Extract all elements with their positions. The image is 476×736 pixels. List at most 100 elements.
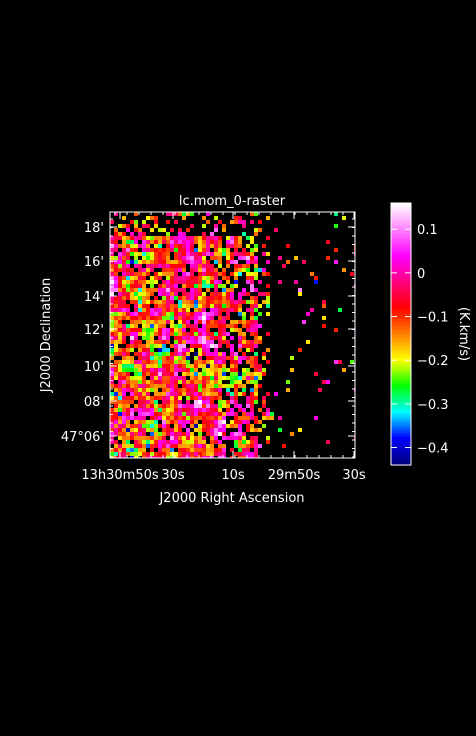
y-tick-label: 47°06'	[61, 430, 104, 445]
raster-pixel	[158, 240, 162, 244]
raster-pixel	[142, 268, 146, 272]
raster-pixel	[278, 256, 282, 260]
colorbar-tick-label: −0.3	[417, 398, 449, 413]
raster-pixel	[138, 436, 142, 440]
raster-pixel	[162, 376, 166, 380]
raster-pixel	[214, 364, 218, 368]
raster-pixel	[234, 364, 238, 368]
raster-pixel	[134, 240, 138, 244]
raster-pixel	[190, 260, 194, 264]
raster-pixel	[242, 372, 246, 376]
raster-pixel	[170, 320, 174, 324]
raster-pixel	[158, 456, 162, 458]
raster-pixel	[198, 412, 202, 416]
raster-pixel	[138, 304, 142, 308]
raster-pixel	[190, 288, 194, 292]
raster-pixel	[186, 400, 190, 404]
raster-pixel	[238, 440, 242, 444]
raster-pixel	[170, 448, 174, 452]
raster-pixel	[222, 420, 226, 424]
raster-pixel	[206, 452, 210, 456]
raster-pixel	[122, 324, 126, 328]
raster-pixel	[350, 360, 354, 364]
raster-pixel	[138, 432, 142, 436]
raster-pixel	[170, 368, 174, 372]
raster-pixel	[298, 428, 302, 432]
colorbar-swatch	[391, 399, 411, 402]
raster-pixel	[254, 328, 258, 332]
raster-pixel	[178, 312, 182, 316]
raster-pixel	[246, 444, 250, 448]
raster-pixel	[202, 304, 206, 308]
y-tick-label: 14'	[84, 290, 104, 305]
raster-pixel	[174, 248, 178, 252]
raster-pixel	[114, 388, 118, 392]
raster-pixel	[194, 316, 198, 320]
raster-pixel	[158, 252, 162, 256]
raster-pixel	[138, 428, 142, 432]
colorbar-swatch	[391, 245, 411, 248]
raster-pixel	[166, 380, 170, 384]
raster-pixel	[198, 424, 202, 428]
raster-pixel	[186, 444, 190, 448]
raster-pixel	[182, 320, 186, 324]
raster-pixel	[170, 268, 174, 272]
raster-pixel	[210, 356, 214, 360]
raster-pixel	[190, 224, 194, 228]
raster-pixel	[166, 304, 170, 308]
raster-pixel	[186, 428, 190, 432]
raster-pixel	[218, 392, 222, 396]
raster-pixel	[158, 364, 162, 368]
raster-pixel	[114, 348, 118, 352]
colorbar-swatch	[391, 251, 411, 254]
raster-pixel	[138, 232, 142, 236]
raster-pixel	[210, 440, 214, 444]
raster-pixel	[206, 280, 210, 284]
raster-pixel	[166, 432, 170, 436]
raster-pixel	[178, 252, 182, 256]
raster-pixel	[210, 296, 214, 300]
raster-pixel	[166, 452, 170, 456]
raster-pixel	[334, 212, 338, 216]
raster-pixel	[194, 284, 198, 288]
raster-pixel	[134, 224, 138, 228]
raster-pixel	[118, 396, 122, 400]
raster-pixel	[162, 368, 166, 372]
raster-pixel	[218, 432, 222, 436]
colorbar-tick-label: −0.4	[417, 442, 449, 457]
raster-pixel	[226, 304, 230, 308]
raster-pixel	[182, 332, 186, 336]
raster-pixel	[186, 336, 190, 340]
raster-pixel	[170, 364, 174, 368]
raster-pixel	[134, 380, 138, 384]
raster-pixel	[166, 256, 170, 260]
raster-pixel	[234, 328, 238, 332]
raster-pixel	[194, 332, 198, 336]
colorbar-swatch	[391, 339, 411, 342]
raster-pixel	[114, 432, 118, 436]
raster-pixel	[150, 324, 154, 328]
raster-pixel	[130, 384, 134, 388]
raster-pixel	[186, 292, 190, 296]
raster-pixel	[266, 416, 270, 420]
raster-pixel	[162, 372, 166, 376]
colorbar-swatch	[391, 351, 411, 354]
raster-pixel	[122, 240, 126, 244]
raster-pixel	[266, 408, 270, 412]
raster-pixel	[110, 440, 114, 444]
raster-pixel	[138, 244, 142, 248]
raster-pixel	[118, 288, 122, 292]
raster-pixel	[218, 328, 222, 332]
raster-pixel	[226, 316, 230, 320]
raster-pixel	[154, 260, 158, 264]
raster-pixel	[170, 456, 174, 458]
raster-pixel	[162, 320, 166, 324]
raster-pixel	[254, 384, 258, 388]
raster-pixel	[178, 424, 182, 428]
raster-pixel	[130, 380, 134, 384]
raster-pixel	[174, 444, 178, 448]
raster-pixel	[310, 272, 314, 276]
raster-pixel	[130, 236, 134, 240]
raster-pixel	[134, 312, 138, 316]
raster-pixel	[254, 232, 258, 236]
